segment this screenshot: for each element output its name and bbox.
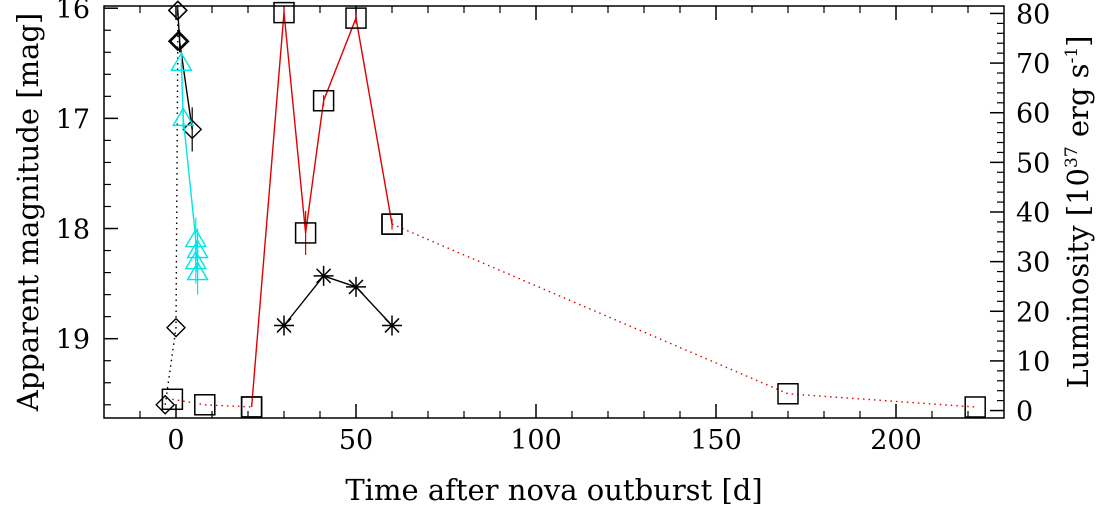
axis-ticks: 0 50 100 150 200 16 17 18 19 0 10 20 30 40 50 60 70 80 bbox=[56, 0, 1051, 456]
asterisk-marker bbox=[274, 315, 294, 336]
series-line bbox=[250, 12, 393, 408]
square-marker bbox=[273, 1, 295, 24]
series-line bbox=[164, 10, 179, 405]
diamond-marker bbox=[166, 317, 186, 338]
square-marker bbox=[161, 388, 184, 411]
square-marker bbox=[294, 222, 317, 244]
y-axis-title-left: Apparent magnitude [mag] bbox=[11, 13, 45, 413]
diamond-marker bbox=[182, 119, 203, 140]
series-asterisk bbox=[274, 265, 402, 336]
data-series bbox=[155, 0, 986, 418]
series-diamond bbox=[167, 0, 203, 152]
triangle-marker bbox=[184, 250, 208, 270]
series-square bbox=[381, 213, 986, 418]
plot-frame bbox=[103, 5, 1005, 419]
y-right-tick-label: 30 bbox=[1016, 248, 1050, 279]
diamond-marker bbox=[167, 31, 188, 52]
x-tick-label: 150 bbox=[690, 425, 742, 456]
y-right-tick-label: 80 bbox=[1016, 0, 1050, 30]
y-right-tick-label: 0 bbox=[1016, 397, 1033, 428]
series-line bbox=[172, 398, 252, 408]
y-left-tick-label: 17 bbox=[56, 104, 90, 135]
y-right-tick-label: 40 bbox=[1016, 198, 1050, 229]
asterisk-marker bbox=[313, 265, 334, 286]
square-marker bbox=[964, 396, 986, 418]
square-marker bbox=[312, 89, 335, 112]
y-left-tick-label: 19 bbox=[56, 325, 90, 356]
y-right-tick-label: 60 bbox=[1016, 99, 1050, 130]
series-line bbox=[283, 275, 393, 326]
x-tick-label: 50 bbox=[339, 425, 373, 456]
x-tick-label: 0 bbox=[167, 425, 184, 456]
asterisk-marker bbox=[382, 315, 402, 336]
y-right-tick-label: 10 bbox=[1016, 347, 1050, 378]
square-marker bbox=[240, 396, 263, 418]
square-marker bbox=[194, 394, 216, 416]
square-marker bbox=[381, 213, 403, 235]
y-left-tick-label: 16 bbox=[56, 0, 90, 25]
triangle-marker bbox=[186, 261, 209, 281]
square-marker bbox=[345, 7, 367, 29]
triangle-marker bbox=[170, 51, 193, 71]
series-line bbox=[391, 223, 976, 408]
diamond-marker bbox=[167, 0, 188, 21]
x-tick-label: 200 bbox=[870, 425, 922, 456]
series-square bbox=[240, 1, 403, 418]
y-right-tick-label: 50 bbox=[1016, 148, 1050, 179]
y-right-tick-label: 70 bbox=[1016, 49, 1050, 80]
asterisk-marker bbox=[346, 276, 366, 297]
diamond-marker bbox=[155, 394, 176, 415]
square-marker bbox=[777, 383, 799, 405]
y-left-tick-label: 18 bbox=[56, 215, 90, 246]
diamond-marker bbox=[169, 31, 190, 52]
y-right-tick-label: 20 bbox=[1016, 297, 1050, 328]
x-tick-label: 100 bbox=[510, 425, 562, 456]
x-axis-title: Time after nova outburst [d] bbox=[345, 473, 762, 507]
triangle-marker bbox=[171, 106, 195, 127]
y-axis-title-right: Luminosity [1037 erg s-1] bbox=[1061, 36, 1095, 389]
series-triangle bbox=[170, 51, 209, 295]
